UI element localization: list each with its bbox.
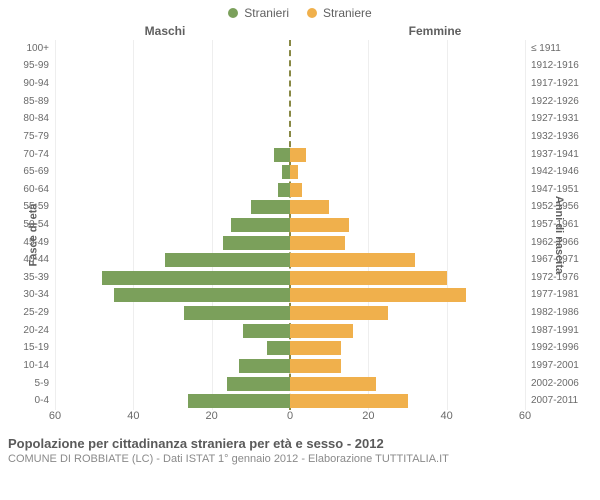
age-group-label: 80-84 xyxy=(23,114,49,124)
legend-swatch-male xyxy=(228,8,238,18)
bar-female xyxy=(290,377,376,391)
legend-label-female: Straniere xyxy=(323,6,372,20)
birth-year-label: 1977-1981 xyxy=(531,290,579,300)
bar-female xyxy=(290,218,349,232)
birth-year-label: 1987-1991 xyxy=(531,326,579,336)
birth-year-label: 1997-2001 xyxy=(531,361,579,371)
x-axis: 6040200204060 xyxy=(55,410,525,430)
x-tick: 20 xyxy=(206,410,218,422)
bar-male xyxy=(251,200,290,214)
birth-year-label: 2007-2011 xyxy=(531,396,578,406)
bar-female xyxy=(290,271,447,285)
age-group-label: 0-4 xyxy=(35,396,49,406)
age-group-label: 95-99 xyxy=(23,61,49,71)
chart-subtitle: COMUNE DI ROBBIATE (LC) - Dati ISTAT 1° … xyxy=(8,453,592,465)
birth-year-label: 1912-1916 xyxy=(531,61,579,71)
legend-label-male: Stranieri xyxy=(244,6,289,20)
category-labels-right: ≤ 1911 1912-1916 1917-1921 1922-1926 1927-19… xyxy=(528,40,600,410)
age-group-label: 70-74 xyxy=(23,150,49,160)
legend-swatch-female xyxy=(307,8,317,18)
age-group-label: 85-89 xyxy=(23,97,49,107)
bar-female xyxy=(290,253,415,267)
age-group-label: 20-24 xyxy=(23,326,49,336)
x-tick: 60 xyxy=(519,410,531,422)
age-group-label: 100+ xyxy=(26,44,49,54)
chart-footer: Popolazione per cittadinanza straniera p… xyxy=(0,430,600,465)
legend: Stranieri Straniere xyxy=(0,0,600,22)
age-group-label: 10-14 xyxy=(23,361,49,371)
age-group-label: 75-79 xyxy=(23,132,49,142)
bar-female xyxy=(290,165,298,179)
age-group-label: 30-34 xyxy=(23,290,49,300)
bar-male xyxy=(239,359,290,373)
bar-female xyxy=(290,306,388,320)
subheaders: Maschi Femmine xyxy=(0,22,600,40)
bar-male xyxy=(165,253,290,267)
plot-area xyxy=(55,40,525,410)
birth-year-label: ≤ 1911 xyxy=(531,44,561,54)
bar-female xyxy=(290,341,341,355)
bar-male xyxy=(282,165,290,179)
birth-year-label: 1942-1946 xyxy=(531,167,579,177)
bar-female xyxy=(290,288,466,302)
x-tick: 20 xyxy=(362,410,374,422)
legend-item-male: Stranieri xyxy=(228,6,289,20)
bar-female xyxy=(290,148,306,162)
bar-male xyxy=(231,218,290,232)
age-group-label: 35-39 xyxy=(23,273,49,283)
birth-year-label: 1922-1926 xyxy=(531,97,579,107)
age-group-label: 5-9 xyxy=(35,379,49,389)
age-group-label: 40-44 xyxy=(23,255,49,265)
bar-male xyxy=(278,183,290,197)
birth-year-label: 1932-1936 xyxy=(531,132,579,142)
subheader-female: Femmine xyxy=(300,24,600,38)
bar-male xyxy=(102,271,290,285)
age-group-label: 90-94 xyxy=(23,79,49,89)
age-group-label: 65-69 xyxy=(23,167,49,177)
birth-year-label: 1957-1961 xyxy=(531,220,579,230)
age-group-label: 25-29 xyxy=(23,308,49,318)
bar-male xyxy=(243,324,290,338)
age-group-label: 60-64 xyxy=(23,185,49,195)
bar-male xyxy=(274,148,290,162)
legend-item-female: Straniere xyxy=(307,6,372,20)
x-tick: 40 xyxy=(441,410,453,422)
birth-year-label: 2002-2006 xyxy=(531,379,579,389)
bar-male xyxy=(223,236,290,250)
birth-year-label: 1992-1996 xyxy=(531,343,579,353)
subheader-male: Maschi xyxy=(0,24,300,38)
bar-male xyxy=(188,394,290,408)
x-tick: 40 xyxy=(127,410,139,422)
birth-year-label: 1962-1966 xyxy=(531,238,579,248)
birth-year-label: 1917-1921 xyxy=(531,79,579,89)
bar-male xyxy=(267,341,291,355)
chart-title: Popolazione per cittadinanza straniera p… xyxy=(8,436,592,451)
age-group-label: 45-49 xyxy=(23,238,49,248)
x-tick: 60 xyxy=(49,410,61,422)
x-tick: 0 xyxy=(287,410,293,422)
birth-year-label: 1937-1941 xyxy=(531,150,579,160)
bar-male xyxy=(114,288,290,302)
age-group-label: 15-19 xyxy=(23,343,49,353)
bar-female xyxy=(290,236,345,250)
age-group-label: 50-54 xyxy=(23,220,49,230)
bar-male xyxy=(184,306,290,320)
age-group-label: 55-59 xyxy=(23,202,49,212)
bar-male xyxy=(227,377,290,391)
bar-female xyxy=(290,200,329,214)
birth-year-label: 1982-1986 xyxy=(531,308,579,318)
bar-female xyxy=(290,394,408,408)
birth-year-label: 1967-1971 xyxy=(531,255,579,265)
birth-year-label: 1952-1956 xyxy=(531,202,579,212)
category-labels-left: 100+ 95-99 90-94 85-89 80-84 75-79 70-74 65-69 6… xyxy=(0,40,52,410)
birth-year-label: 1927-1931 xyxy=(531,114,579,124)
birth-year-label: 1947-1951 xyxy=(531,185,579,195)
bar-female xyxy=(290,359,341,373)
bar-female xyxy=(290,183,302,197)
pyramid-chart: Fasce di età Anni di nascita 100+95-9990… xyxy=(0,40,600,430)
birth-year-label: 1972-1976 xyxy=(531,273,579,283)
bar-female xyxy=(290,324,353,338)
